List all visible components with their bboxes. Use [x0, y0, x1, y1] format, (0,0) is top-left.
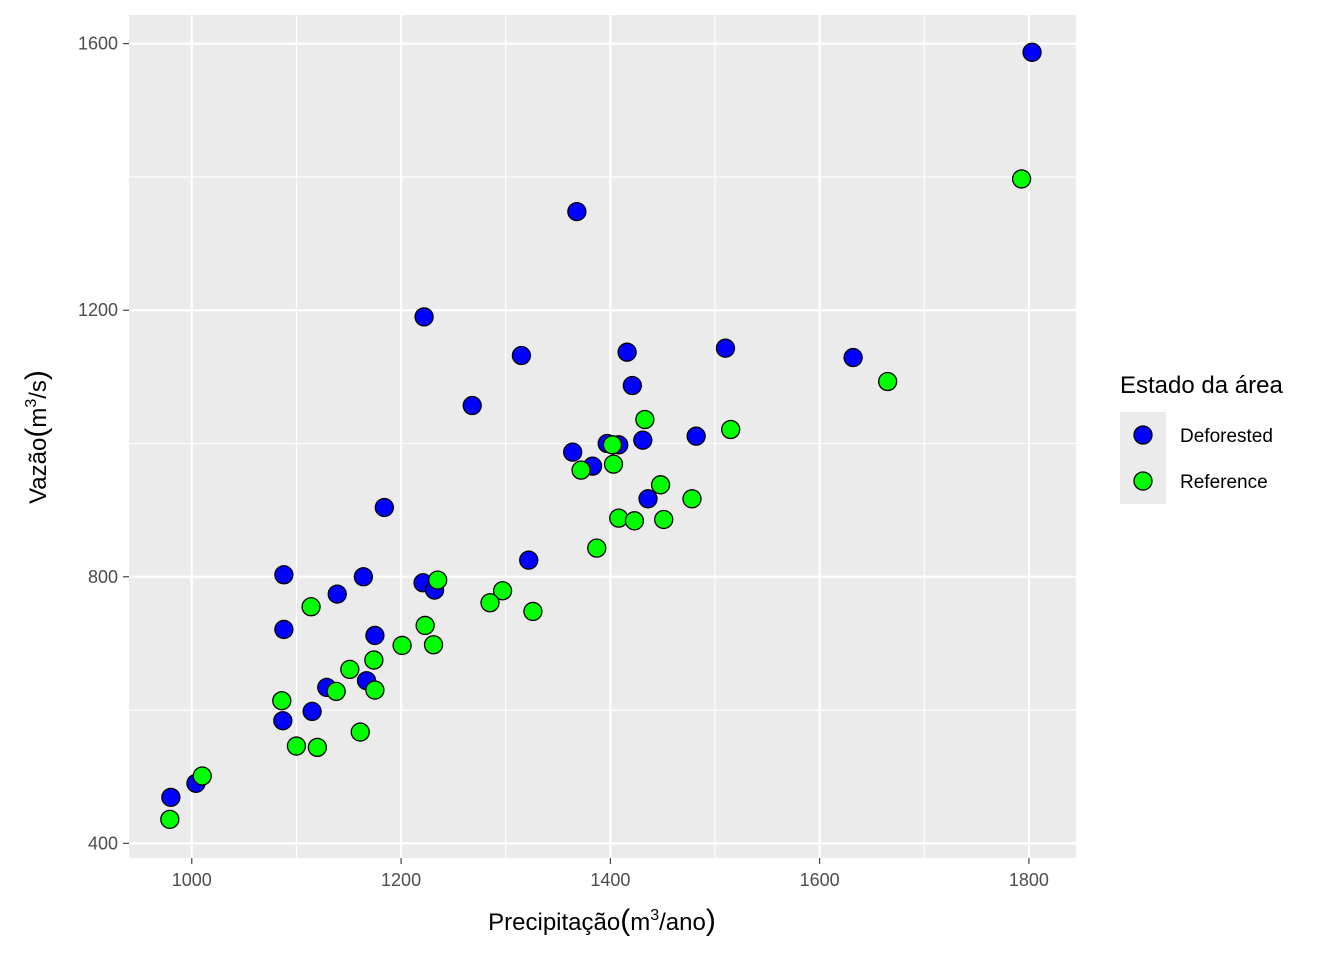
- point-reference: [415, 615, 435, 636]
- point-deforested: [715, 338, 736, 358]
- series-reference: [160, 169, 1032, 829]
- point-deforested: [302, 701, 322, 722]
- point-reference: [365, 680, 385, 700]
- point-reference: [877, 371, 898, 392]
- point-reference: [428, 570, 448, 590]
- point-reference: [1011, 169, 1032, 189]
- x-tick-label: 1400: [590, 870, 630, 890]
- point-deforested: [327, 584, 347, 604]
- point-reference: [609, 508, 629, 528]
- point-reference: [650, 475, 671, 495]
- point-reference: [340, 659, 360, 680]
- y-tick-label: 1200: [78, 300, 118, 320]
- point-reference: [587, 538, 607, 558]
- point-deforested: [622, 375, 642, 396]
- data-points: [160, 42, 1042, 829]
- point-reference: [307, 737, 328, 758]
- x-tick-label: 1600: [800, 870, 840, 890]
- point-reference: [721, 419, 741, 440]
- point-deforested: [511, 345, 532, 366]
- point-reference: [392, 635, 412, 656]
- point-reference: [364, 650, 384, 670]
- point-reference: [192, 766, 212, 786]
- point-deforested: [638, 489, 658, 509]
- y-axis-title: Vazão(m3/s): [20, 370, 53, 504]
- legend-label-reference: Reference: [1180, 472, 1268, 493]
- point-reference: [654, 509, 674, 530]
- legend-key-reference: [1133, 471, 1153, 491]
- point-reference: [480, 593, 500, 613]
- x-axis-title: Precipitação(m3/ano): [488, 904, 716, 937]
- point-reference: [571, 460, 591, 480]
- y-tick-label: 400: [88, 833, 118, 853]
- point-deforested: [1022, 42, 1042, 62]
- point-deforested: [274, 565, 294, 585]
- point-reference: [635, 409, 655, 430]
- point-reference: [492, 581, 513, 601]
- point-deforested: [567, 201, 587, 222]
- point-reference: [682, 489, 702, 509]
- x-axis: 1000 1200 1400 1600 1800: [172, 858, 1049, 890]
- point-deforested: [161, 787, 181, 808]
- point-deforested: [633, 430, 653, 450]
- point-deforested: [374, 497, 394, 518]
- point-reference: [160, 809, 180, 829]
- point-deforested: [686, 426, 706, 446]
- point-deforested: [462, 395, 482, 416]
- point-deforested: [414, 307, 434, 327]
- legend-title: Estado da área: [1120, 372, 1283, 399]
- point-deforested: [617, 342, 637, 362]
- legend-key-deforested: [1133, 425, 1153, 445]
- point-reference: [523, 601, 543, 622]
- point-deforested: [519, 550, 539, 570]
- y-tick-label: 1600: [78, 34, 118, 54]
- x-tick-label: 1800: [1009, 870, 1049, 890]
- y-axis: 400 800 1200 1600: [78, 34, 129, 853]
- point-reference: [286, 736, 307, 756]
- legend: Estado da área Deforested Reference: [1120, 372, 1283, 504]
- point-deforested: [843, 347, 863, 368]
- x-tick-label: 1200: [381, 870, 421, 890]
- point-deforested: [365, 625, 385, 646]
- point-deforested: [563, 442, 583, 462]
- point-reference: [301, 597, 321, 617]
- x-tick-label: 1000: [172, 870, 212, 890]
- point-reference: [602, 435, 623, 455]
- point-deforested: [274, 619, 294, 640]
- point-reference: [423, 635, 444, 655]
- point-reference: [272, 691, 292, 711]
- y-tick-label: 800: [88, 567, 118, 587]
- legend-label-deforested: Deforested: [1180, 426, 1273, 447]
- point-reference: [326, 681, 346, 702]
- point-reference: [603, 454, 624, 474]
- point-deforested: [273, 711, 293, 731]
- point-reference: [350, 722, 370, 742]
- point-deforested: [353, 567, 374, 587]
- point-reference: [624, 511, 645, 531]
